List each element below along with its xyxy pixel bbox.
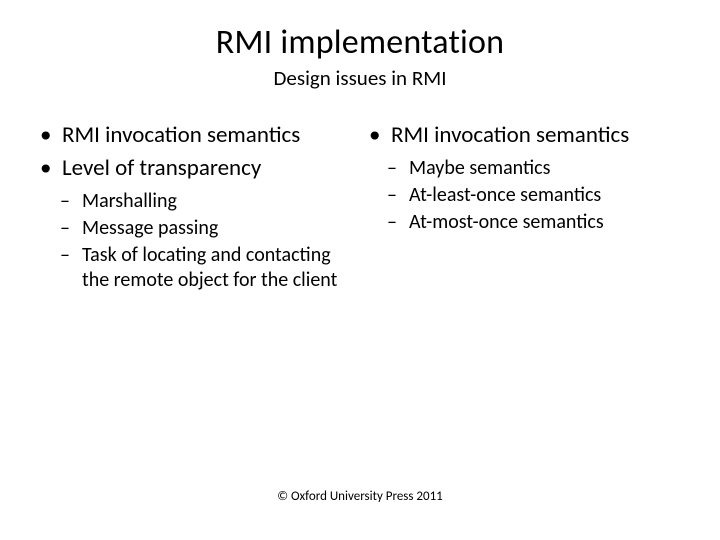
left-bullet-list: RMI invocation semantics Level of transp… [36, 121, 355, 183]
left-sub-bullet-list: Marshalling Message passing Task of loca… [58, 189, 355, 293]
list-item: At-least-once semantics [385, 183, 684, 208]
list-item: RMI invocation semantics [36, 121, 355, 150]
list-item: RMI invocation semantics [365, 121, 684, 150]
slide-subtitle: Design issues in RMI [36, 65, 684, 91]
bullet-label: Level of transparency [62, 154, 261, 182]
sub-bullet-label: Message passing [82, 216, 218, 240]
sub-bullet-label: Task of locating and contacting the remo… [82, 243, 337, 292]
sub-bullet-label: At-most-once semantics [409, 210, 604, 234]
sub-bullet-label: Marshalling [82, 189, 177, 213]
list-item: Maybe semantics [385, 156, 684, 181]
slide: RMI implementation Design issues in RMI … [0, 0, 720, 540]
list-item: Marshalling [58, 189, 355, 214]
list-item: At-most-once semantics [385, 210, 684, 235]
right-column: RMI invocation semantics Maybe semantics… [365, 121, 684, 295]
left-column: RMI invocation semantics Level of transp… [36, 121, 355, 295]
sub-bullet-label: At-least-once semantics [409, 183, 601, 207]
list-item: Task of locating and contacting the remo… [58, 243, 355, 293]
sub-bullet-label: Maybe semantics [409, 156, 550, 180]
columns: RMI invocation semantics Level of transp… [36, 121, 684, 295]
list-item: Level of transparency [36, 154, 355, 183]
footer-copyright: © Oxford University Press 2011 [0, 489, 720, 504]
slide-title: RMI implementation [36, 22, 684, 63]
right-sub-bullet-list: Maybe semantics At-least-once semantics … [385, 156, 684, 235]
right-bullet-list: RMI invocation semantics [365, 121, 684, 150]
bullet-label: RMI invocation semantics [391, 121, 629, 149]
bullet-label: RMI invocation semantics [62, 121, 300, 149]
list-item: Message passing [58, 216, 355, 241]
